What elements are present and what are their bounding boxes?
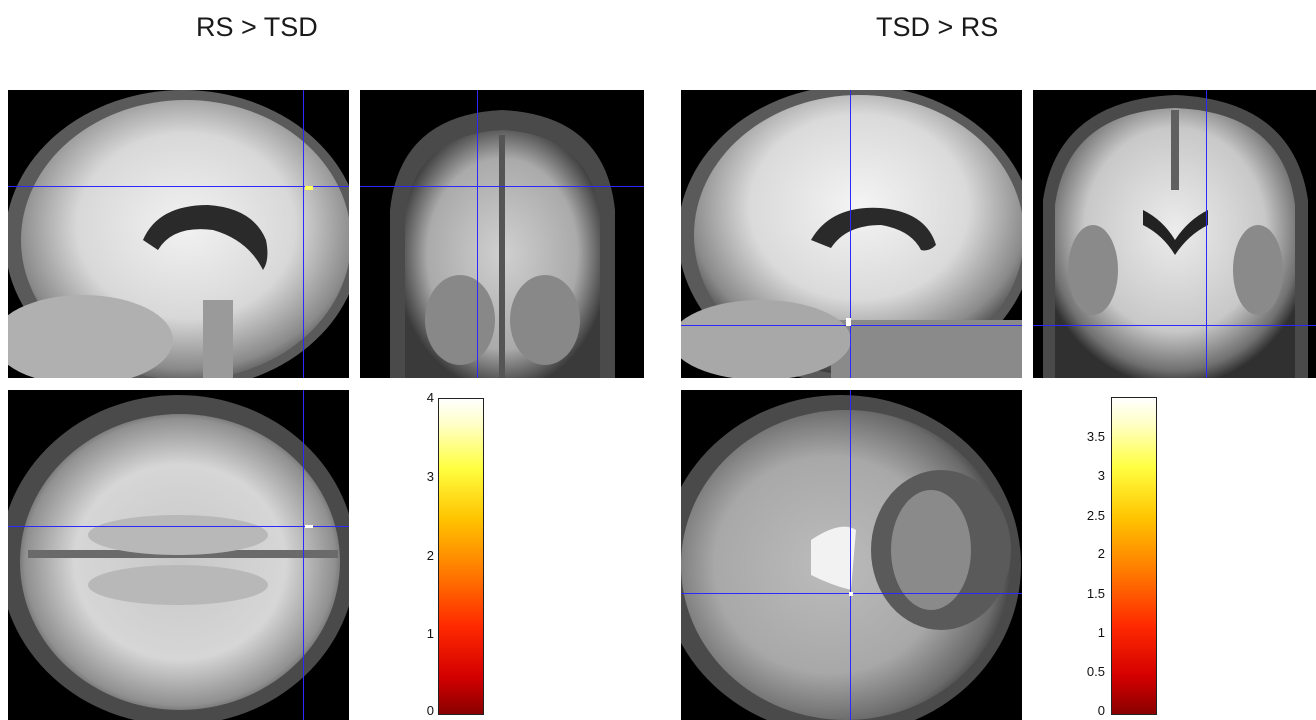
colorbar-gradient [1111, 397, 1157, 715]
brain-axial-image [8, 395, 349, 720]
brain-sagittal-image [8, 90, 349, 378]
crosshair-vertical [850, 390, 851, 720]
brain-coronal-image [390, 110, 615, 378]
colorbar-tick: 4 [426, 390, 434, 405]
right-sagittal-slice [681, 90, 1022, 378]
brain-axial-image [681, 395, 1021, 720]
left-sagittal-slice [8, 90, 349, 378]
colorbar-tick: 0 [1097, 703, 1105, 718]
colorbar-tick: 3 [1097, 468, 1105, 483]
left-coronal-slice [360, 90, 644, 378]
colorbar-tick: 0 [426, 703, 434, 718]
colorbar-tick: 2 [426, 548, 434, 563]
crosshair-horizontal [8, 526, 349, 527]
brain-coronal-image [1043, 95, 1308, 378]
colorbar-tick: 0.5 [1086, 664, 1105, 679]
title-tsd-gt-rs: TSD > RS [876, 12, 999, 42]
colorbar-tick: 1 [1097, 625, 1105, 640]
right-axial-slice [681, 390, 1022, 720]
activation-blob [305, 186, 313, 190]
crosshair-vertical [1206, 90, 1207, 378]
colorbar-tick: 3.5 [1086, 429, 1105, 444]
activation-blob [846, 318, 851, 326]
crosshair-vertical [303, 90, 304, 378]
activation-blob [305, 525, 313, 528]
left-axial-slice [8, 390, 349, 720]
activation-blob [849, 592, 853, 596]
title-rs-gt-tsd: RS > TSD [196, 12, 318, 42]
crosshair-horizontal [681, 325, 1022, 326]
colorbar-tick: 2 [1097, 546, 1105, 561]
crosshair-vertical [303, 390, 304, 720]
crosshair-vertical [477, 90, 478, 378]
brain-sagittal-image [681, 90, 1022, 378]
crosshair-horizontal [1033, 325, 1316, 326]
colorbar-tick: 1.5 [1086, 586, 1105, 601]
crosshair-horizontal [360, 186, 644, 187]
crosshair-vertical [850, 90, 851, 378]
right-coronal-slice [1033, 90, 1316, 378]
colorbar-gradient [438, 398, 484, 715]
crosshair-horizontal [8, 186, 349, 187]
colorbar-tick: 1 [426, 626, 434, 641]
colorbar-tick: 2.5 [1086, 508, 1105, 523]
colorbar-tick: 3 [426, 469, 434, 484]
